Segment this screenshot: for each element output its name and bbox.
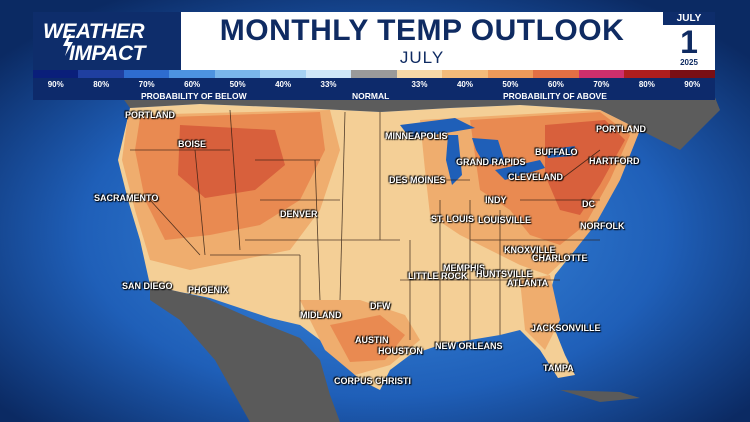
legend-swatch xyxy=(169,70,215,78)
legend-label: 60% xyxy=(184,80,201,89)
city-label-austin: AUSTIN xyxy=(355,335,389,345)
legend-swatch xyxy=(33,70,79,78)
legend-swatch xyxy=(351,70,397,78)
legend-below-caption: PROBABILITY OF BELOW xyxy=(141,91,247,101)
state-borders xyxy=(130,109,601,345)
city-label-knoxville: KNOXVILLE xyxy=(504,245,556,255)
band-se-40 xyxy=(520,275,560,350)
legend-swatch xyxy=(123,70,170,78)
date-month: JULY xyxy=(663,12,715,25)
legend-swatch xyxy=(669,70,716,78)
city-label-dfw: DFW xyxy=(370,301,391,311)
city-label-phoenix: PHOENIX xyxy=(188,285,229,295)
lake-ontario xyxy=(545,146,575,158)
legend-label: 50% xyxy=(229,80,246,89)
city-label-dc: DC xyxy=(582,199,595,209)
legend-swatch xyxy=(78,70,124,78)
legend-color-bar xyxy=(33,70,716,78)
legend-swatch xyxy=(487,70,534,78)
city-label-grand-rapids: GRAND RAPIDS xyxy=(456,157,526,167)
legend-label: 70% xyxy=(593,80,610,89)
legend-labels: 90% 80% 70% 60% 50% 40% 33% 33% 40% 50% … xyxy=(33,80,715,90)
lake-erie xyxy=(495,160,545,180)
city-label-charlotte: CHARLOTTE xyxy=(532,253,588,263)
legend-label: 70% xyxy=(138,80,155,89)
date-day: 1 xyxy=(680,24,698,60)
city-label-portland-me: PORTLAND xyxy=(596,124,646,134)
city-label-midland: MIDLAND xyxy=(300,310,342,320)
legend-label: 90% xyxy=(47,80,64,89)
city-label-memphis: MEMPHIS xyxy=(443,263,486,273)
logo-text-impact: IMPACT xyxy=(69,42,145,65)
date-year: 2025 xyxy=(680,58,698,67)
city-label-des-moines: DES MOINES xyxy=(389,175,446,185)
legend-label: 40% xyxy=(275,80,292,89)
city-label-tampa: TAMPA xyxy=(543,363,574,373)
band-60 xyxy=(178,125,285,198)
city-label-louisville: LOUISVILLE xyxy=(478,215,532,225)
lake-huron xyxy=(472,138,505,165)
caribbean-land xyxy=(560,390,640,402)
legend-swatch xyxy=(214,70,261,78)
date-badge: JULY 1 2025 xyxy=(663,12,715,70)
city-label-sacramento: SACRAMENTO xyxy=(94,193,159,203)
legend-swatch xyxy=(624,70,670,78)
city-label-jacksonville: JACKSONVILLE xyxy=(531,323,601,333)
city-label-huntsville: HUNTSVILLE xyxy=(476,269,533,279)
weather-impact-logo: WEATHER IMPACT xyxy=(33,12,181,70)
city-label-new-orleans: NEW ORLEANS xyxy=(435,341,503,351)
city-label-buffalo: BUFFALO xyxy=(535,147,578,157)
legend-swatch xyxy=(533,70,579,78)
lightning-bolt-icon xyxy=(63,34,73,56)
city-label-indy: INDY xyxy=(485,195,507,205)
lake-superior xyxy=(400,118,475,138)
city-label-little-rock: LITTLE ROCK xyxy=(408,271,468,281)
logo-text-weather: WEATHER xyxy=(43,20,145,43)
lake-michigan xyxy=(446,135,462,185)
city-label-houston: HOUSTON xyxy=(378,346,423,356)
legend-label: 50% xyxy=(502,80,519,89)
legend-swatch xyxy=(578,70,625,78)
city-label-portland-or: PORTLAND xyxy=(125,110,175,120)
city-label-norfolk: NORFOLK xyxy=(580,221,625,231)
city-label-denver: DENVER xyxy=(280,209,318,219)
city-label-san-diego: SAN DIEGO xyxy=(122,281,173,291)
city-label-cleveland: CLEVELAND xyxy=(508,172,564,182)
page-title: MONTHLY TEMP OUTLOOK xyxy=(219,14,625,47)
city-label-boise: BOISE xyxy=(178,139,207,149)
legend-swatch xyxy=(396,70,443,78)
legend-label: 40% xyxy=(456,80,473,89)
city-label-corpus-christi: CORPUS CHRISTI xyxy=(334,376,412,386)
city-label-minneapolis: MINNEAPOLIS xyxy=(385,131,448,141)
legend-label: 80% xyxy=(638,80,655,89)
legend-swatch xyxy=(442,70,488,78)
legend-label: 80% xyxy=(93,80,110,89)
legend-normal-caption: NORMAL xyxy=(352,91,390,101)
legend-swatch xyxy=(305,70,352,78)
city-label-st-louis: ST. LOUIS xyxy=(431,214,475,224)
city-label-atlanta: ATLANTA xyxy=(507,278,549,288)
legend-label xyxy=(351,80,396,90)
page-subtitle: JULY xyxy=(399,48,445,67)
legend-label: 33% xyxy=(320,80,337,89)
legend-above-caption: PROBABILITY OF ABOVE xyxy=(503,91,607,101)
legend-swatch xyxy=(260,70,306,78)
legend-label: 60% xyxy=(547,80,564,89)
probability-legend: 90% 80% 70% 60% 50% 40% 33% 33% 40% 50% … xyxy=(33,70,716,101)
band-tx-50 xyxy=(330,315,405,362)
legend-label: 33% xyxy=(411,80,428,89)
legend-label: 90% xyxy=(684,80,701,89)
mexico-land xyxy=(150,285,340,422)
band-east-60 xyxy=(545,120,625,215)
city-label-hartford: HARTFORD xyxy=(589,156,640,166)
